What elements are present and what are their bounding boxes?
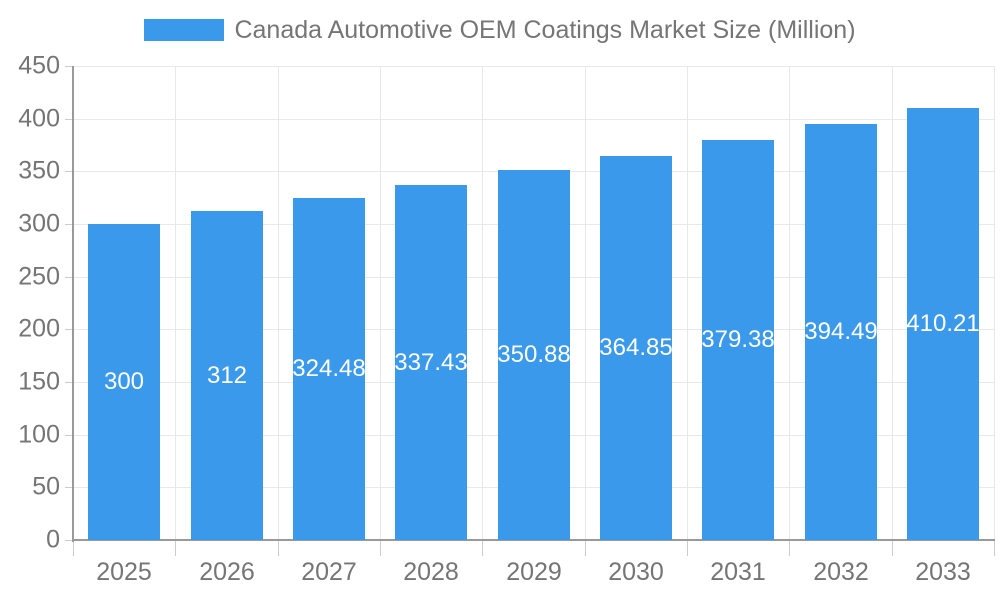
gridline-vertical [482,66,483,540]
bar-value-label: 312 [206,362,248,389]
gridline-vertical [687,66,688,540]
y-axis-tick-label: 150 [18,367,60,396]
bar[interactable] [293,198,365,540]
y-axis-tick [65,66,73,67]
x-axis-tick [892,540,893,556]
y-axis-tick [65,435,73,436]
y-axis-tick-label: 450 [18,51,60,80]
x-axis-tick [687,540,688,556]
y-axis-tick-label: 0 [46,525,60,554]
x-axis-line [72,539,995,541]
x-axis-tick-label: 2030 [608,558,664,586]
y-axis-tick-label: 300 [18,209,60,238]
y-axis-line [72,66,74,542]
bar[interactable] [88,224,160,540]
y-axis-tick-label: 200 [18,314,60,343]
bar[interactable] [805,124,877,540]
bar-value-label: 364.85 [599,334,673,361]
y-axis-tick-label: 400 [18,104,60,133]
y-axis-tick-label: 250 [18,262,60,291]
bar[interactable] [907,108,979,540]
bar-value-label: 379.38 [701,326,775,353]
bar[interactable] [191,211,263,540]
bar-value-label: 324.48 [292,355,366,382]
x-axis-tick-label: 2031 [710,558,766,586]
y-axis-tick [65,540,73,541]
bar-value-label: 410.21 [906,310,980,337]
gridline-horizontal [73,66,994,67]
x-axis-tick-label: 2028 [403,558,459,586]
x-axis-tick [380,540,381,556]
legend-label: Canada Automotive OEM Coatings Market Si… [234,16,856,44]
y-axis-tick-label: 350 [18,156,60,185]
y-axis-tick [65,487,73,488]
x-axis-tick-label: 2033 [915,558,971,586]
y-axis-tick [65,329,73,330]
bar[interactable] [498,170,570,540]
x-axis-tick-label: 2026 [199,558,255,586]
x-axis-tick [585,540,586,556]
x-axis-tick [994,540,995,556]
bar-value-label: 394.49 [804,318,878,345]
y-axis-tick [65,277,73,278]
bar-value-label: 337.43 [394,349,468,376]
bar-value-label: 300 [103,368,145,395]
y-axis-tick [65,119,73,120]
legend-swatch [144,19,225,41]
bar-value-label: 350.88 [497,341,571,368]
y-axis-tick [65,171,73,172]
y-axis-tick-label: 50 [32,472,60,501]
y-axis-tick [65,224,73,225]
bar[interactable] [600,156,672,540]
gridline-horizontal [73,119,994,120]
x-axis-tick-label: 2029 [506,558,562,586]
y-axis-tick [65,382,73,383]
x-axis-tick [278,540,279,556]
x-axis-tick [482,540,483,556]
x-axis-tick [175,540,176,556]
gridline-vertical [789,66,790,540]
bar[interactable] [702,140,774,540]
x-axis-tick-label: 2027 [301,558,357,586]
x-axis-tick [73,540,74,556]
x-axis-tick-label: 2025 [96,558,152,586]
bar[interactable] [395,185,467,540]
gridline-vertical [585,66,586,540]
gridline-vertical [994,66,995,540]
x-axis-tick [789,540,790,556]
gridline-vertical [892,66,893,540]
x-axis-tick-label: 2032 [813,558,869,586]
legend-item[interactable]: Canada Automotive OEM Coatings Market Si… [0,14,1000,46]
gridline-vertical [380,66,381,540]
y-axis-tick-label: 100 [18,420,60,449]
gridline-vertical [175,66,176,540]
gridline-vertical [278,66,279,540]
